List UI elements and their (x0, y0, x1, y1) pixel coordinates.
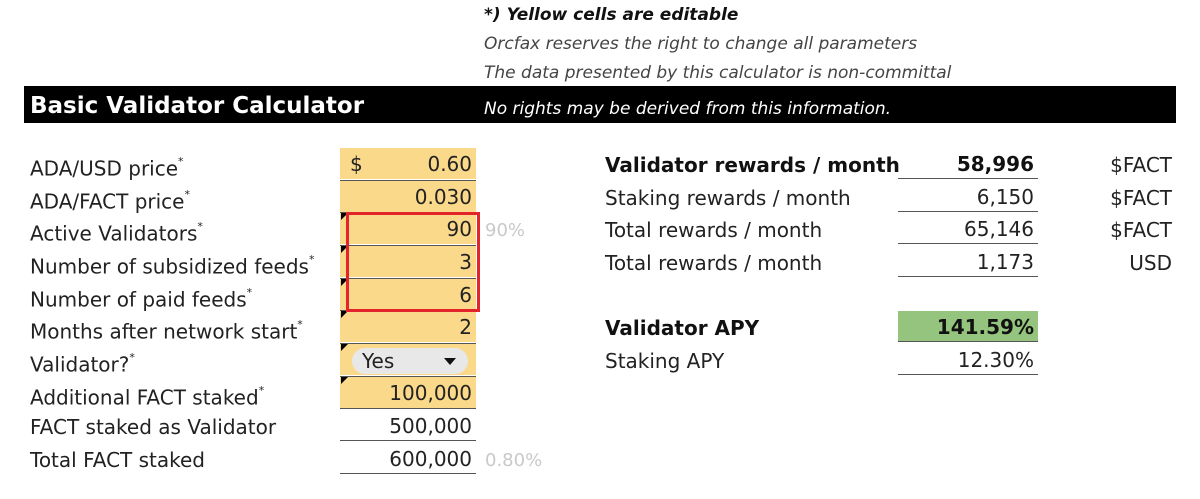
validator-rewards-cell: 58,996 (898, 148, 1038, 179)
page-title: Basic Validator Calculator (30, 93, 365, 119)
subsidized-feeds-value: 3 (459, 250, 472, 274)
total-rewards-fact-label: Total rewards / month (605, 218, 823, 242)
reserves-note: Orcfax reserves the right to change all … (484, 34, 918, 54)
months-after-start-label: Months after network start* (30, 318, 303, 344)
total-rewards-usd-unit: USD (1129, 251, 1172, 275)
months-after-start-value: 2 (459, 315, 472, 339)
validator-rewards-label: Validator rewards / month (605, 153, 900, 177)
total-staked-cell: 600,000 (340, 443, 476, 474)
validator-rewards-unit: $FACT (1110, 153, 1172, 177)
cell-divider (340, 180, 476, 181)
ada-usd-price-value: 0.60 (427, 152, 472, 176)
total-rewards-fact-unit: $FACT (1110, 218, 1172, 242)
header-bar (24, 86, 1176, 123)
total-rewards-usd-cell: 1,173 (898, 246, 1038, 277)
months-after-start-cell[interactable]: 2 (340, 311, 476, 342)
paid-feeds-value: 6 (459, 283, 472, 307)
currency-symbol: $ (350, 152, 363, 176)
no-rights-note: No rights may be derived from this infor… (484, 99, 892, 119)
comment-marker (341, 246, 348, 253)
subsidized-feeds-cell[interactable]: 3 (340, 246, 476, 277)
comment-marker (341, 279, 348, 286)
additional-staked-label: Additional FACT staked* (30, 384, 265, 410)
ada-fact-price-label: ADA/FACT price* (30, 188, 190, 214)
staked-as-validator-value: 500,000 (389, 414, 472, 438)
ada-usd-price-cell[interactable]: $ 0.60 (340, 148, 476, 179)
paid-feeds-label: Number of paid feeds* (30, 286, 253, 312)
validator-dropdown-value: Yes (362, 349, 395, 373)
comment-marker (341, 311, 348, 318)
total-rewards-usd-label: Total rewards / month (605, 251, 823, 275)
validator-apy-value: 141.59% (936, 315, 1034, 339)
total-rewards-fact-cell: 65,146 (898, 213, 1038, 244)
validator-apy-cell: 141.59% (898, 311, 1038, 342)
staking-rewards-label: Staking rewards / month (605, 186, 851, 210)
validator-rewards-value: 58,996 (956, 152, 1034, 176)
caret-down-icon (444, 358, 456, 365)
active-validators-pct: 90% (485, 220, 526, 241)
ada-fact-price-cell[interactable]: 0.030 (340, 181, 476, 212)
total-rewards-fact-value: 65,146 (964, 217, 1034, 241)
total-rewards-usd-value: 1,173 (976, 250, 1034, 274)
ada-fact-price-value: 0.030 (414, 185, 472, 209)
subsidized-feeds-label: Number of subsidized feeds* (30, 253, 315, 279)
comment-marker (341, 344, 348, 351)
active-validators-value: 90 (446, 217, 472, 241)
staking-apy-value: 12.30% (957, 348, 1034, 372)
validator-label: Validator?* (30, 351, 135, 377)
comment-marker (341, 377, 348, 384)
total-staked-value: 600,000 (389, 447, 472, 471)
selection-highlight (346, 212, 480, 312)
additional-staked-value: 100,000 (389, 381, 472, 405)
cell-divider (340, 376, 476, 377)
active-validators-cell[interactable]: 90 (340, 213, 476, 244)
staking-rewards-cell: 6,150 (898, 181, 1038, 212)
staked-as-validator-cell: 500,000 (340, 410, 476, 441)
staked-as-validator-label: FACT staked as Validator (30, 415, 277, 439)
total-staked-label: Total FACT staked (30, 448, 205, 472)
cell-divider (340, 278, 476, 279)
validator-dropdown[interactable]: Yes (352, 348, 468, 374)
staking-rewards-unit: $FACT (1110, 186, 1172, 210)
ada-usd-price-label: ADA/USD price* (30, 155, 184, 181)
cell-divider (340, 408, 476, 409)
staking-rewards-value: 6,150 (976, 185, 1034, 209)
comment-marker (341, 213, 348, 220)
validator-apy-label: Validator APY (605, 316, 760, 340)
noncommittal-note: The data presented by this calculator is… (484, 63, 952, 83)
cell-divider (340, 245, 476, 246)
active-validators-label: Active Validators* (30, 220, 203, 246)
paid-feeds-cell[interactable]: 6 (340, 279, 476, 310)
total-staked-pct: 0.80% (485, 450, 543, 471)
editable-note: *) Yellow cells are editable (484, 5, 739, 25)
staking-apy-label: Staking APY (605, 349, 725, 373)
additional-staked-cell[interactable]: 100,000 (340, 377, 476, 408)
staking-apy-cell: 12.30% (898, 344, 1038, 375)
cell-divider (340, 343, 476, 344)
